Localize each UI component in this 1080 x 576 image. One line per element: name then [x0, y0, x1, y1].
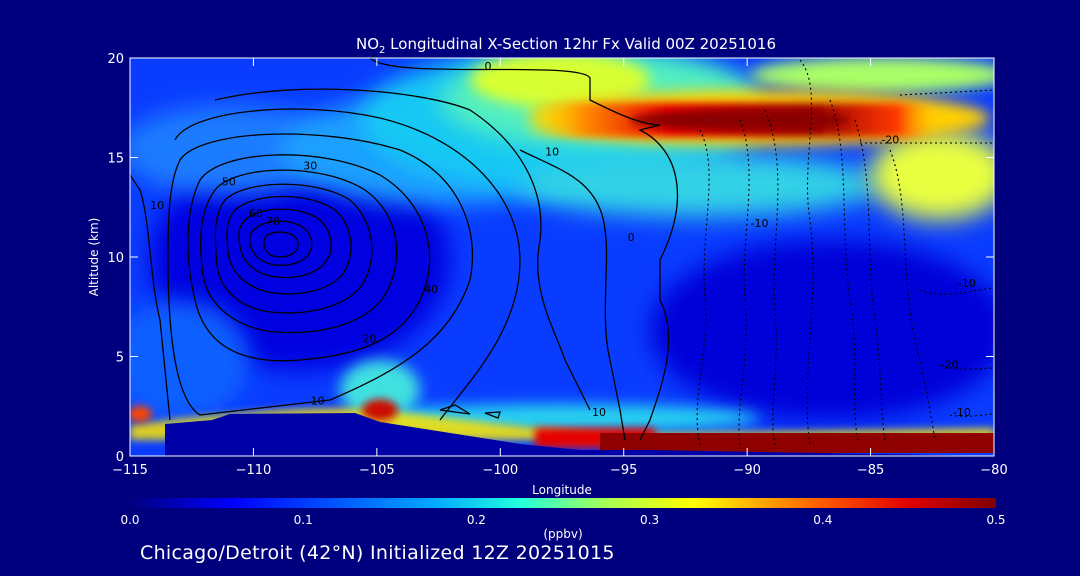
x-axis-label: Longitude	[532, 483, 592, 497]
x-tick-label-5: −90	[733, 463, 760, 478]
x-tick-label-0: −115	[112, 463, 148, 478]
contour-label-4: 10	[150, 199, 164, 212]
colorbar-tick-label-5: 0.5	[986, 513, 1005, 527]
contour-label-3: 50	[222, 175, 236, 188]
x-tick-label-7: −80	[980, 463, 1007, 478]
contour-label-6: 70	[266, 215, 280, 228]
x-tick-label-1: −110	[236, 463, 272, 478]
y-axis-label: Altitude (km)	[87, 218, 101, 297]
y-tick-label-1: 5	[116, 351, 124, 366]
contour-label-5: 60	[249, 207, 263, 220]
chart-title: NO2 Longitudinal X-Section 12hr Fx Valid…	[356, 35, 776, 56]
x-axis: −115 −110 −105 −100 −95 −90 −85 −80	[112, 58, 1008, 478]
contour-label-15: -20	[941, 358, 959, 371]
contour-label-11: 10	[311, 394, 325, 407]
colorbar-tick-label-4: 0.4	[813, 513, 832, 527]
contour-label-1: 10	[545, 146, 559, 159]
terrain	[165, 413, 994, 456]
footer-caption: Chicago/Detroit (42°N) Initialized 12Z 2…	[140, 542, 615, 564]
contours-positive	[130, 58, 679, 441]
y-tick-label-0: 0	[116, 450, 124, 465]
concentration-field	[130, 58, 994, 456]
colorbar-label: (ppbv)	[543, 527, 582, 541]
colorbar-tick-label-2: 0.2	[467, 513, 486, 527]
contour-label-10: 20	[362, 333, 376, 346]
y-axis: 0 5 10 15 20	[107, 52, 994, 465]
contour-label-13: -20	[881, 134, 899, 147]
colorbar-ticks: 0.0 0.1 0.2 0.3 0.4 0.5	[120, 513, 1005, 527]
y-tick-label-3: 15	[107, 152, 124, 167]
contour-label-14: -10	[958, 277, 976, 290]
x-tick-label-2: −105	[359, 463, 395, 478]
colorbar-tick-label-0: 0.0	[120, 513, 139, 527]
x-tick-label-3: −100	[482, 463, 518, 478]
contour-label-16: -10	[953, 406, 971, 419]
y-tick-label-4: 20	[107, 52, 124, 67]
contours-negative	[696, 59, 994, 446]
contour-label-8: -10	[751, 217, 769, 230]
contour-label-9: 40	[424, 283, 438, 296]
y-tick-label-2: 10	[107, 251, 124, 266]
contour-label-12: 10	[592, 406, 606, 419]
colorbar	[130, 498, 996, 508]
contour-label-7: 0	[628, 231, 635, 244]
contour-label-2: 30	[303, 159, 317, 172]
colorbar-tick-label-1: 0.1	[294, 513, 313, 527]
colorbar-tick-label-3: 0.3	[640, 513, 659, 527]
contour-label-0: 0	[484, 60, 491, 73]
x-tick-label-4: −95	[610, 463, 637, 478]
x-tick-label-6: −85	[857, 463, 884, 478]
